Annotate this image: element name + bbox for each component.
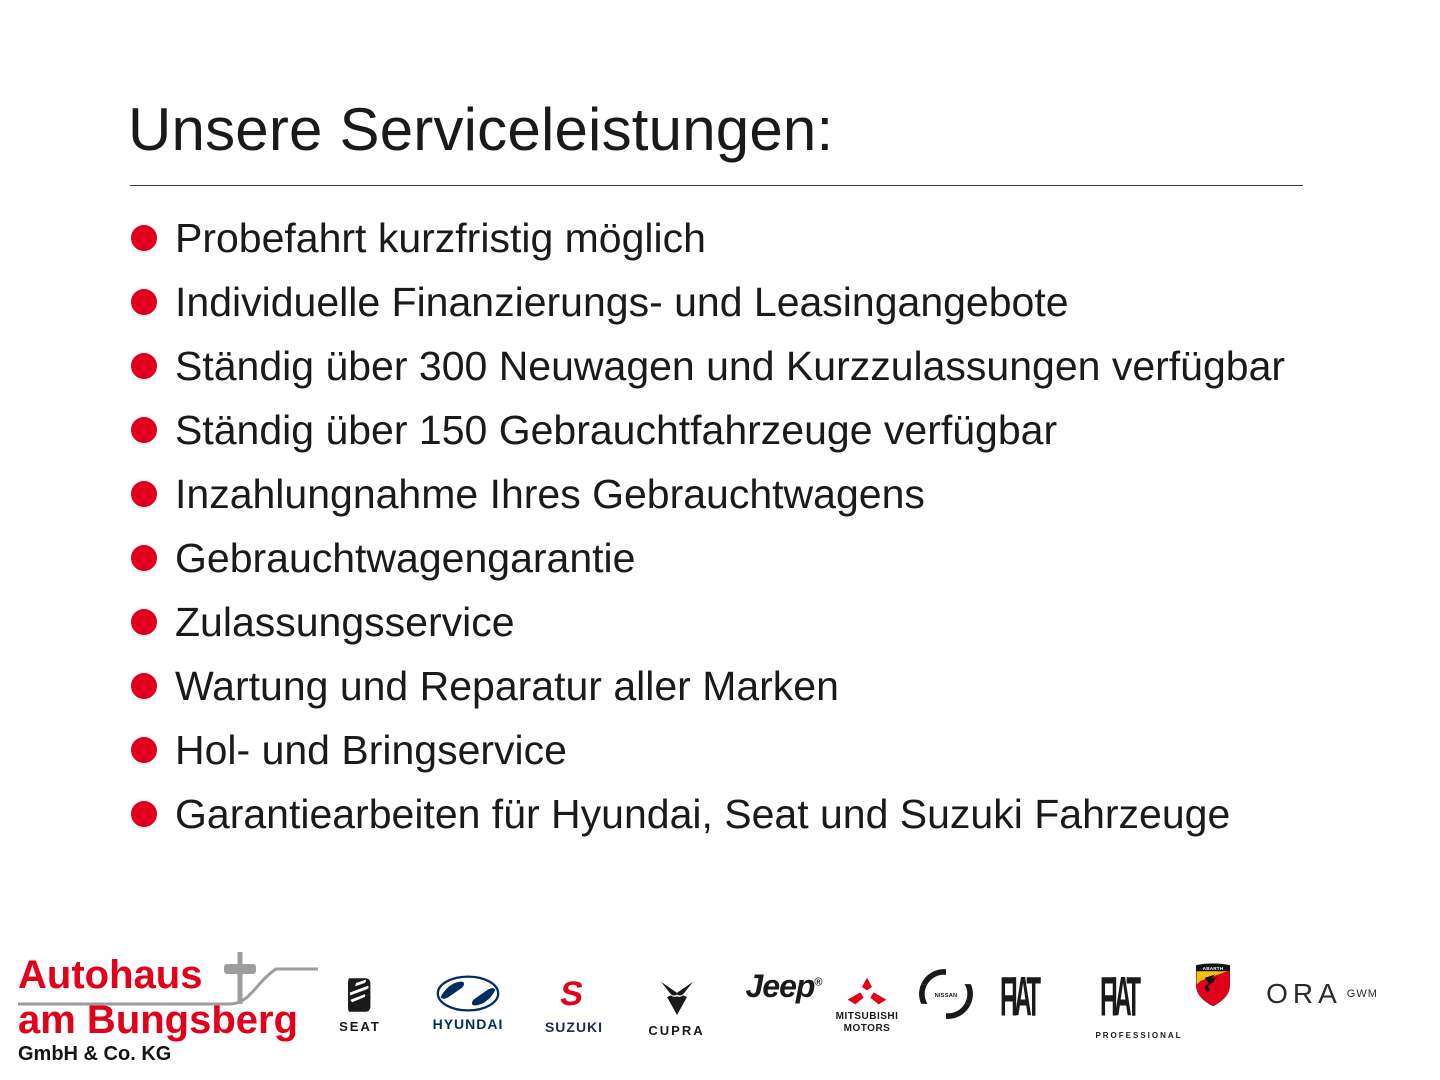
svg-text:Autohaus: Autohaus xyxy=(18,953,202,997)
svg-text:S: S xyxy=(558,975,586,1013)
svg-text:GmbH & Co. KG: GmbH & Co. KG xyxy=(18,1043,171,1065)
svg-text:ABARTH: ABARTH xyxy=(1202,966,1223,971)
svg-text:NISSAN: NISSAN xyxy=(934,993,957,999)
